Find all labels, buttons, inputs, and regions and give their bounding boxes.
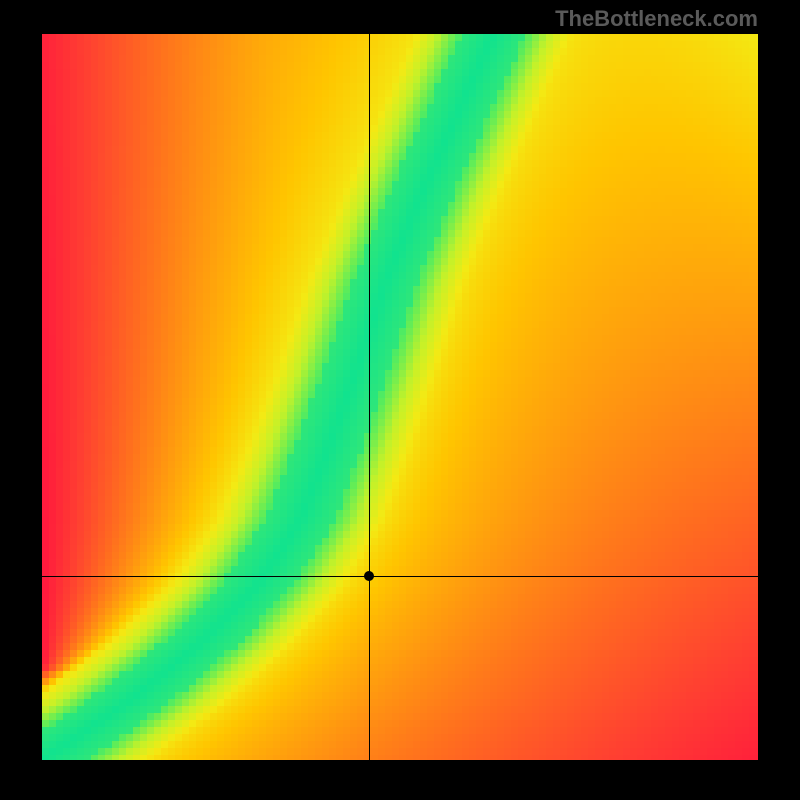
crosshair-dot <box>364 571 374 581</box>
crosshair-vertical-line <box>369 34 370 760</box>
bottleneck-heatmap <box>0 0 800 800</box>
watermark-text: TheBottleneck.com <box>555 6 758 32</box>
crosshair-horizontal-line <box>42 576 758 577</box>
chart-container: { "watermark": { "text": "TheBottleneck.… <box>0 0 800 800</box>
